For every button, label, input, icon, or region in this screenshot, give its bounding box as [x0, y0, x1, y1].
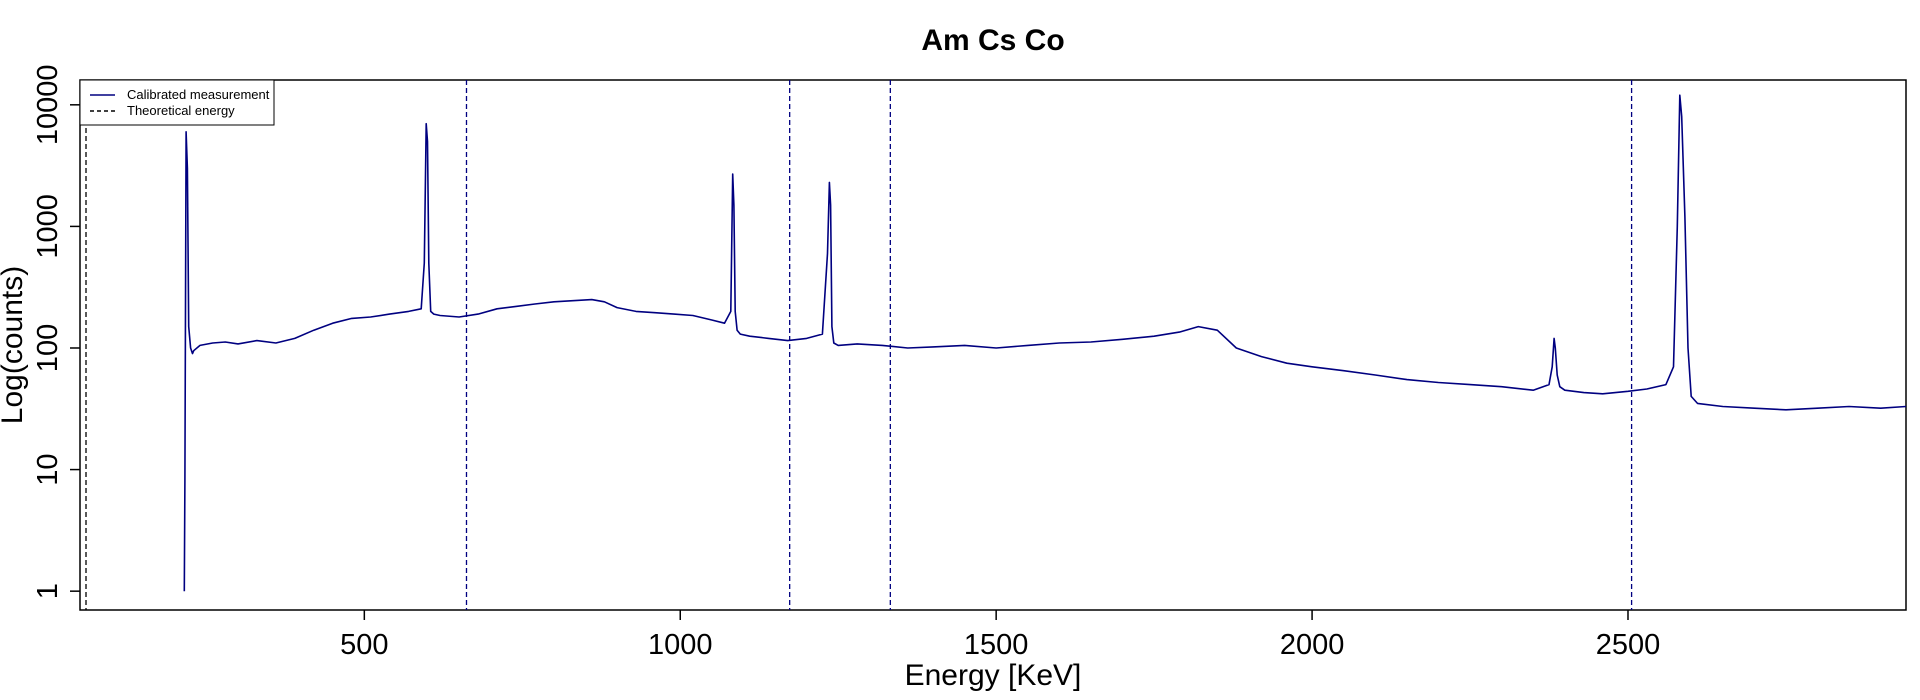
spectrum-line: [183, 94, 1907, 592]
y-axis-label: Log(counts): [0, 266, 29, 424]
theoretical-energy-lines: [85, 80, 1633, 610]
plot-frame: [79, 79, 1907, 611]
legend-item-calibrated-measurement: Calibrated measurement: [127, 87, 270, 102]
chart-title: Am Cs Co: [921, 24, 1064, 57]
x-tick-label: 2000: [1280, 629, 1345, 661]
y-tick-label: 1: [32, 583, 64, 599]
y-axis: 1 10 100 1000 10000: [32, 64, 80, 599]
legend-item-theoretical-energy: Theoretical energy: [127, 103, 235, 118]
x-tick-label: 500: [340, 629, 388, 661]
x-tick-label: 2500: [1596, 629, 1661, 661]
legend-box: [79, 79, 275, 126]
y-tick-label: 100: [32, 324, 64, 372]
x-tick-label: 1500: [964, 629, 1029, 661]
legend: Calibrated measurement Theoretical energ…: [79, 79, 275, 126]
x-tick-label: 1000: [648, 629, 713, 661]
y-tick-label: 10: [32, 453, 64, 485]
x-axis-label: Energy [KeV]: [905, 659, 1082, 692]
x-axis: 500 1000 1500 2000 2500: [340, 610, 1660, 661]
y-tick-label: 1000: [32, 194, 64, 259]
y-tick-label: 10000: [32, 64, 64, 145]
